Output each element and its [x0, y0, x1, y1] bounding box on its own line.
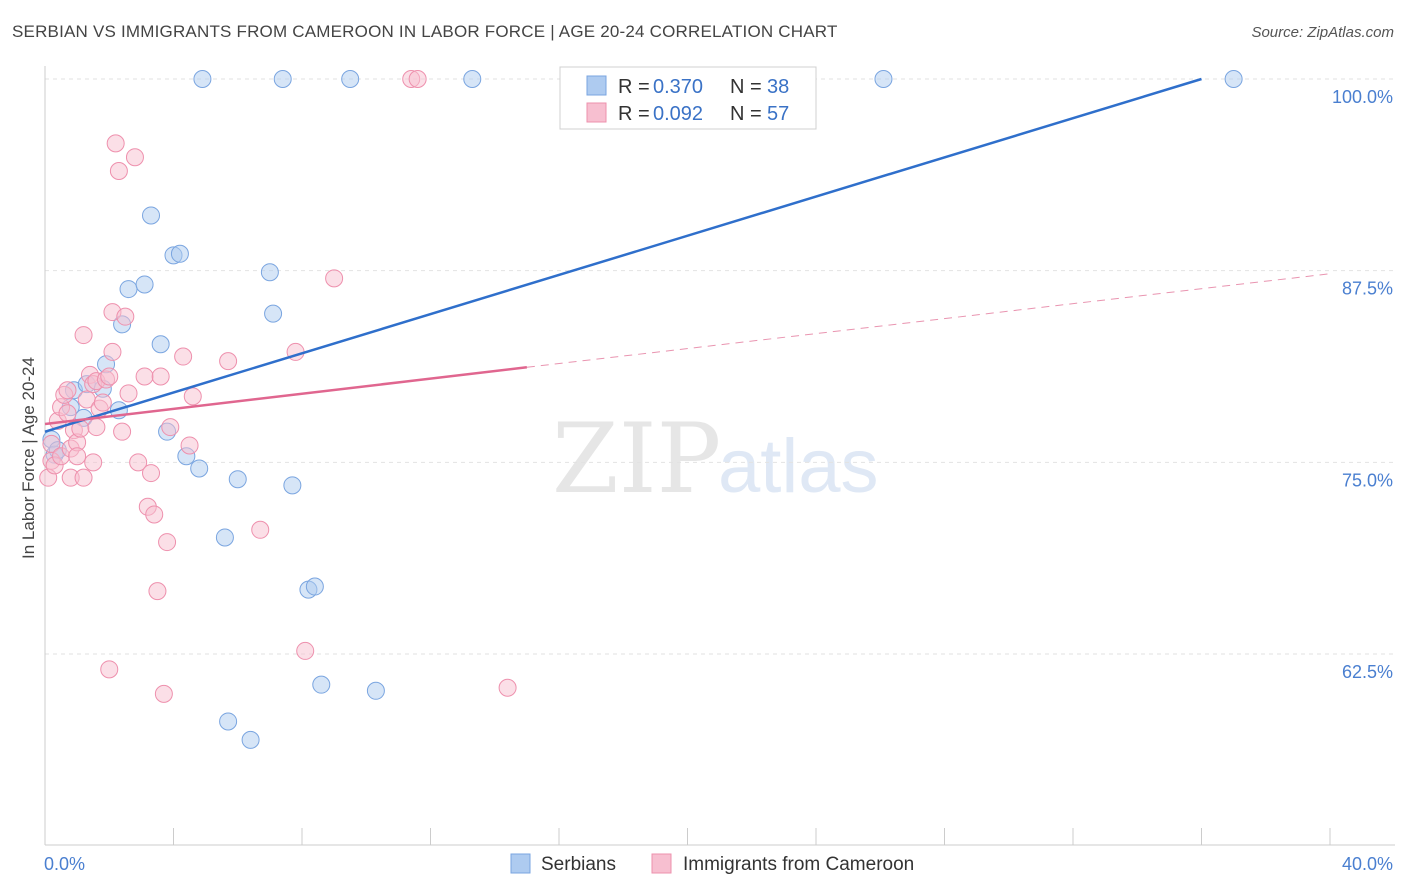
point-cameroon-36 [125, 148, 144, 167]
point-serbians-31 [312, 675, 331, 694]
chart-title: SERBIAN VS IMMIGRANTS FROM CAMEROON IN L… [12, 22, 838, 41]
chart-source: Source: ZipAtlas.com [1251, 24, 1394, 41]
point-serbians-32 [341, 70, 360, 88]
point-cameroon-23 [87, 418, 106, 437]
point-cameroon-14 [68, 447, 87, 466]
point-cameroon-48 [180, 436, 199, 455]
legend-box: R = 0.370 N = 38 R = 0.092 N = 57 [559, 66, 817, 130]
point-cameroon-54 [325, 269, 344, 288]
point-serbians-30 [305, 577, 324, 596]
y-tick-labels: 100.0% 87.5% 75.0% 62.5% [1332, 87, 1393, 682]
legend-n-label-serbians: N = [730, 76, 762, 98]
point-serbians-19 [190, 459, 209, 478]
x-tick-label-0: 0.0% [44, 854, 85, 874]
trend-line-ext-cameroon [526, 273, 1331, 368]
y-tick-label-0: 100.0% [1332, 87, 1393, 107]
point-cameroon-41 [145, 505, 164, 524]
point-serbians-36 [874, 70, 893, 88]
point-cameroon-32 [109, 162, 128, 180]
y-tick-label-2: 75.0% [1342, 470, 1393, 490]
legend-r-label-serbians: R = [618, 76, 650, 98]
point-cameroon-34 [116, 307, 135, 326]
grid-lines [45, 78, 1395, 655]
legend-swatch-serbians [586, 75, 607, 96]
watermark-atlas: atlas [718, 424, 879, 509]
point-serbians-12 [135, 275, 154, 294]
point-serbians-33 [366, 681, 385, 700]
point-cameroon-35 [119, 384, 138, 403]
trend-line-cameroon [44, 366, 528, 426]
y-tick-label-1: 87.5% [1342, 279, 1393, 299]
point-cameroon-42 [148, 582, 167, 601]
point-cameroon-27 [100, 367, 119, 386]
point-cameroon-2 [42, 434, 61, 453]
point-cameroon-49 [183, 387, 202, 406]
bottom-legend-swatch-serbians [510, 853, 531, 874]
point-serbians-22 [219, 712, 238, 731]
legend-r-label-cameroon: R = [618, 103, 650, 125]
point-cameroon-46 [161, 418, 180, 437]
point-cameroon-28 [100, 660, 119, 679]
trend-line-serbians [44, 77, 1202, 433]
x-tick-labels: 0.0% 40.0% [44, 854, 1393, 874]
point-cameroon-43 [151, 367, 170, 386]
legend-r-value-cameroon: 0.092 [653, 103, 703, 125]
point-serbians-26 [264, 304, 283, 323]
point-cameroon-31 [106, 134, 125, 153]
point-serbians-24 [241, 730, 260, 749]
legend-n-value-cameroon: 57 [767, 103, 789, 125]
y-tick-label-3: 62.5% [1342, 662, 1393, 682]
point-cameroon-44 [154, 684, 173, 703]
point-cameroon-51 [251, 520, 270, 539]
legend-n-value-serbians: 38 [767, 76, 789, 98]
bottom-legend-label-serbians: Serbians [541, 854, 616, 875]
point-cameroon-37 [129, 453, 148, 472]
legend-r-value-serbians: 0.370 [653, 76, 703, 98]
point-cameroon-9 [58, 381, 77, 400]
point-cameroon-29 [103, 342, 122, 361]
point-serbians-34 [463, 70, 482, 88]
point-serbians-25 [260, 263, 279, 282]
point-cameroon-33 [113, 422, 132, 441]
point-cameroon-50 [219, 352, 238, 371]
bottom-legend-label-cameroon: Immigrants from Cameroon [683, 854, 914, 875]
point-serbians-14 [151, 335, 170, 354]
point-cameroon-47 [174, 347, 193, 366]
point-cameroon-57 [498, 678, 517, 697]
legend-n-label-cameroon: N = [730, 103, 762, 125]
point-serbians-20 [193, 70, 212, 88]
data-points [39, 70, 1243, 749]
x-tick-label-1: 40.0% [1342, 854, 1393, 874]
point-serbians-13 [142, 206, 161, 225]
point-cameroon-8 [58, 404, 77, 423]
legend-swatch-cameroon [586, 102, 607, 123]
point-serbians-27 [273, 70, 292, 88]
point-serbians-37 [1224, 70, 1243, 88]
point-cameroon-21 [84, 453, 103, 472]
point-cameroon-56 [408, 70, 427, 88]
bottom-legend-swatch-cameroon [651, 853, 672, 874]
point-cameroon-25 [93, 393, 112, 412]
point-serbians-11 [119, 280, 138, 299]
point-serbians-21 [215, 528, 234, 547]
watermark-zip: ZIP [552, 403, 721, 515]
point-serbians-28 [283, 476, 302, 495]
point-cameroon-53 [296, 641, 315, 660]
point-serbians-17 [170, 244, 189, 263]
bottom-legend: Serbians Immigrants from Cameroon [510, 853, 914, 875]
point-cameroon-45 [158, 533, 177, 552]
point-cameroon-16 [74, 468, 93, 487]
y-axis-label: In Labor Force | Age 20-24 [19, 357, 38, 559]
point-cameroon-17 [74, 326, 93, 345]
point-cameroon-40 [142, 464, 161, 483]
point-cameroon-38 [135, 367, 154, 386]
watermark: ZIP atlas [552, 403, 879, 515]
point-serbians-23 [228, 470, 247, 489]
trend-lines [44, 77, 1331, 433]
